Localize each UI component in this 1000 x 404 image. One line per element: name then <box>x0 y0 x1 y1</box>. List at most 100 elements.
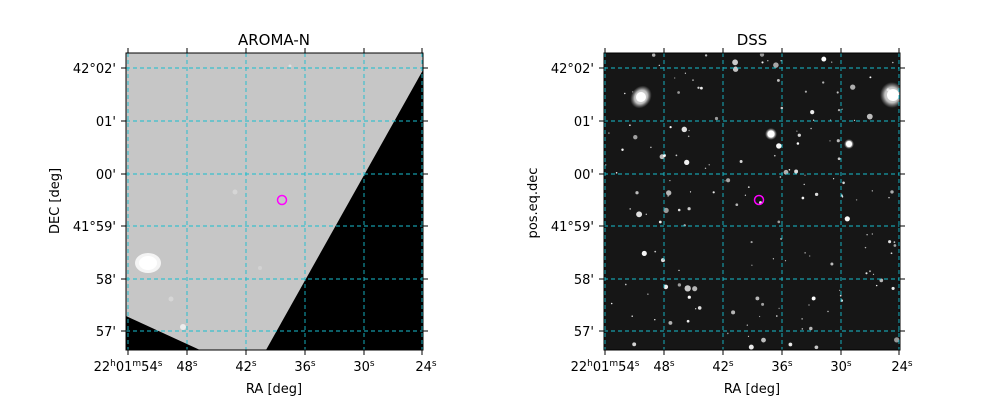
star <box>677 91 680 94</box>
star <box>684 159 690 166</box>
star <box>666 190 672 196</box>
star <box>645 213 647 215</box>
star <box>610 302 613 305</box>
star <box>699 86 703 90</box>
bright-star <box>844 139 854 149</box>
aroma-xlabel: RA [deg] <box>246 382 302 397</box>
star <box>777 220 781 224</box>
star <box>888 240 892 244</box>
star <box>772 258 775 260</box>
star <box>833 178 835 180</box>
star <box>837 108 841 112</box>
star <box>684 285 691 292</box>
star <box>804 252 806 254</box>
star <box>708 164 710 166</box>
star <box>677 208 681 212</box>
star <box>866 234 868 236</box>
star <box>668 320 673 325</box>
star <box>714 116 719 121</box>
star <box>841 196 844 198</box>
star <box>629 124 631 127</box>
panel-dss-title: DSS <box>737 31 768 49</box>
star <box>695 308 697 310</box>
star <box>684 72 687 74</box>
star <box>784 260 787 262</box>
star <box>748 344 754 350</box>
star <box>836 139 840 143</box>
star <box>855 199 858 201</box>
star <box>803 183 805 186</box>
star <box>650 146 652 149</box>
star <box>810 110 815 115</box>
target-marker <box>753 194 765 206</box>
star <box>773 62 779 68</box>
star <box>871 190 873 192</box>
star <box>804 174 806 176</box>
star <box>831 61 833 63</box>
star <box>677 283 682 287</box>
star <box>780 106 784 110</box>
star <box>681 126 688 133</box>
star <box>697 86 700 89</box>
star <box>744 194 747 196</box>
star <box>809 255 811 257</box>
star <box>875 284 878 287</box>
star <box>687 295 691 299</box>
ra-tick-label: 36s <box>771 359 793 375</box>
star <box>739 160 743 163</box>
star <box>801 196 805 200</box>
star <box>687 135 690 138</box>
star <box>850 84 856 90</box>
star <box>615 172 618 174</box>
dec-tick-label: 58' <box>96 273 116 288</box>
dss-image <box>604 53 900 350</box>
star <box>624 92 626 95</box>
star <box>663 207 669 214</box>
star <box>814 345 819 350</box>
star <box>761 61 764 64</box>
star <box>827 310 829 313</box>
star <box>788 169 791 171</box>
dss-ra-tick-labels: 22h01m54s 48s 42s 36s 30s 24s <box>571 359 913 375</box>
star <box>776 315 778 317</box>
dec-tick-label: 41°59' <box>73 220 116 235</box>
star <box>822 81 825 84</box>
star <box>692 286 698 292</box>
aroma-frame <box>125 52 424 351</box>
star <box>687 207 691 211</box>
star <box>697 306 702 310</box>
ra-tick-label: 22h01m54s <box>571 359 640 375</box>
star <box>776 143 782 149</box>
star <box>731 310 736 315</box>
star <box>893 241 896 243</box>
star <box>866 113 873 120</box>
star <box>724 180 726 182</box>
ra-tick-label: 48s <box>653 359 675 375</box>
star <box>704 167 707 170</box>
star <box>776 78 780 82</box>
ra-tick-label: 24s <box>415 359 437 375</box>
bright-star <box>880 82 900 108</box>
star <box>778 307 780 310</box>
star <box>853 119 856 122</box>
star <box>829 119 832 121</box>
star <box>674 77 676 79</box>
dec-tick-label: 57' <box>574 325 594 340</box>
star <box>750 241 753 244</box>
ra-tick-label: 42s <box>235 359 257 375</box>
dec-tick-label: 01' <box>574 115 594 130</box>
aroma-ticks <box>121 48 428 355</box>
star <box>890 252 893 255</box>
ra-tick-label: 48s <box>176 359 198 375</box>
dec-tick-label: 42°02' <box>73 62 116 77</box>
dec-tick-label: 00' <box>96 168 116 183</box>
star <box>837 157 841 161</box>
star <box>746 324 748 326</box>
star <box>894 337 900 343</box>
star <box>892 61 894 64</box>
star <box>678 269 680 272</box>
star <box>621 148 624 151</box>
star <box>841 108 843 110</box>
star <box>780 59 782 62</box>
star <box>732 59 738 66</box>
